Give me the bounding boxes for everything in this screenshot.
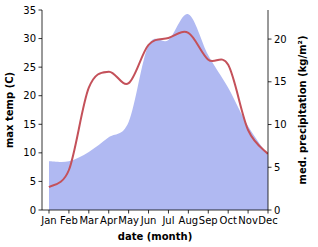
y2-axis xyxy=(268,10,269,210)
tick-label: Aug xyxy=(179,215,199,226)
tick-label: 0 xyxy=(30,205,36,216)
y2-tick xyxy=(268,124,272,125)
x-tick xyxy=(128,210,129,214)
tick-label: 25 xyxy=(23,62,36,73)
x-tick xyxy=(188,210,189,214)
tick-label: Apr xyxy=(100,215,118,226)
tick-label: 5 xyxy=(30,176,36,187)
tick-label: 15 xyxy=(274,76,287,87)
y2-label: med. precipitation (kg/m²) xyxy=(297,35,308,184)
tick-label: Mar xyxy=(79,215,99,226)
x-tick xyxy=(228,210,229,214)
tick-label: Sep xyxy=(199,215,218,226)
y-tick xyxy=(39,38,43,39)
y-tick xyxy=(39,95,43,96)
x-tick xyxy=(108,210,109,214)
tick-label: 20 xyxy=(23,90,36,101)
x-tick xyxy=(88,210,89,214)
y-tick xyxy=(39,152,43,153)
chart: 0 5 10 15 20 25 30 35 0 5 10 15 20 Jan FebMarAprMayJun… xyxy=(0,0,318,247)
tick-label: Jan xyxy=(40,215,56,226)
plot-area xyxy=(49,14,268,210)
y-tick xyxy=(39,124,43,125)
tick-label: Nov xyxy=(238,215,258,226)
x-tick xyxy=(268,210,269,214)
tick-label: Jul xyxy=(161,215,174,226)
y2-tick xyxy=(268,210,272,211)
tick-label: Oct xyxy=(220,215,237,226)
tick-label: Feb xyxy=(60,215,78,226)
y2-tick xyxy=(268,39,272,40)
y-axis xyxy=(42,10,43,210)
tick-label: 30 xyxy=(23,33,36,44)
y-tick xyxy=(39,67,43,68)
x-label: date (month) xyxy=(118,231,192,242)
x-tick xyxy=(49,210,50,214)
y2-tick xyxy=(268,81,272,82)
tick-label: Dec xyxy=(258,215,277,226)
tick-label: 10 xyxy=(274,119,287,130)
tick-label: 15 xyxy=(23,119,36,130)
tick-label: 5 xyxy=(274,162,280,173)
y-tick xyxy=(39,210,43,211)
x-tick xyxy=(148,210,149,214)
y-tick xyxy=(39,181,43,182)
tick-label: May xyxy=(118,215,139,226)
tick-label: 35 xyxy=(23,5,36,16)
x-tick xyxy=(208,210,209,214)
tick-label: 20 xyxy=(274,34,287,45)
y-label: max temp (C) xyxy=(4,72,15,148)
x-tick xyxy=(248,210,249,214)
temp-line xyxy=(49,32,268,187)
tick-label: Jun xyxy=(140,215,157,226)
y2-tick xyxy=(268,167,272,168)
x-axis xyxy=(42,210,268,211)
x-tick xyxy=(68,210,69,214)
y-tick xyxy=(39,10,43,11)
precip-area xyxy=(49,14,268,210)
x-tick xyxy=(168,210,169,214)
tick-label: 10 xyxy=(23,147,36,158)
tick-label: 0 xyxy=(274,205,280,216)
